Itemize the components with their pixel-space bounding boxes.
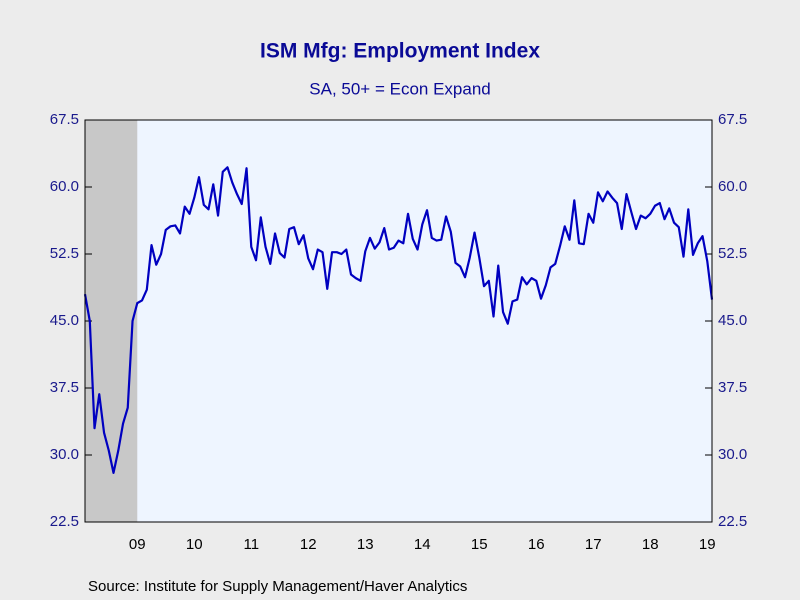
recession-shade	[85, 120, 138, 522]
y2-tick-label: 37.5	[718, 379, 747, 396]
x-tick-label: 13	[357, 536, 374, 553]
y2-tick-label: 67.5	[718, 111, 747, 128]
y2-tick-label: 30.0	[718, 446, 747, 463]
y-tick-label: 37.5	[50, 379, 79, 396]
x-tick-label: 11	[243, 536, 259, 553]
y-tick-label: 67.5	[50, 111, 79, 128]
x-tick-label: 12	[300, 536, 317, 553]
y-tick-label: 45.0	[50, 312, 79, 329]
data-line	[83, 166, 714, 474]
y-tick-label: 22.5	[50, 513, 79, 530]
x-tick-label: 16	[528, 536, 545, 553]
x-tick-label: 14	[414, 536, 431, 553]
chart-subtitle: SA, 50+ = Econ Expand	[309, 79, 490, 98]
y-tick-label: 52.5	[50, 245, 79, 262]
y-tick-label: 60.0	[50, 178, 79, 195]
y2-tick-label: 60.0	[718, 178, 747, 195]
x-tick-label: 09	[129, 536, 146, 553]
chart-title: ISM Mfg: Employment Index	[260, 40, 540, 63]
x-tick-label: 18	[642, 536, 659, 553]
y2-tick-label: 22.5	[718, 513, 747, 530]
source-note: Source: Institute for Supply Management/…	[88, 578, 467, 595]
y2-tick-label: 52.5	[718, 245, 747, 262]
x-tick-label: 15	[471, 536, 488, 553]
y2-tick-label: 45.0	[718, 312, 747, 329]
plot-background	[85, 120, 712, 522]
x-tick-label: 19	[699, 536, 716, 553]
y-tick-label: 30.0	[50, 446, 79, 463]
x-tick-label: 17	[585, 536, 602, 553]
plot-area: 22.5 22.5 30.0 30.0 37.5 37.5 45.0 45.0 52.5 52.5…	[50, 111, 747, 553]
x-tick-label: 10	[186, 536, 203, 553]
plot-frame	[84, 119, 713, 523]
